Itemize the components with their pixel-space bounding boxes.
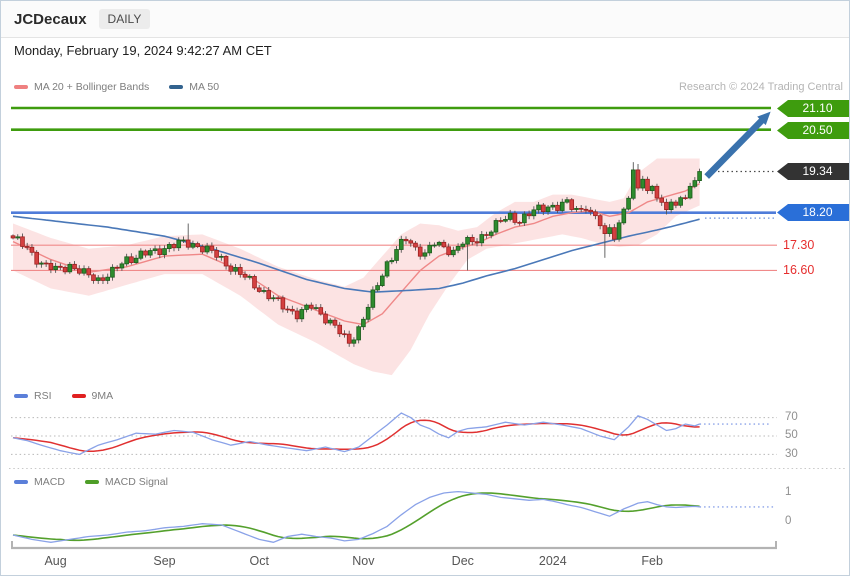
macd-swatch-icon [14, 480, 28, 484]
legend-item-macd: MACD [14, 476, 65, 488]
legend-label-macd: MACD [34, 476, 65, 488]
bullish-arrow-head [757, 111, 771, 126]
header-bar: JCDecaux DAILY [1, 1, 849, 38]
bollinger-band-area [13, 158, 700, 376]
resistance-label-20-50: 20.50 [777, 122, 849, 139]
legend-item-9ma: 9MA [71, 390, 114, 402]
timeframe-badge: DAILY [98, 9, 151, 29]
x-axis: Aug Sep Oct Nov Dec 2024 Feb [11, 541, 777, 568]
bullish-arrow [704, 117, 766, 179]
price-chart-legend: MA 20 + Bollinger Bands MA 50 [14, 81, 219, 93]
x-axis-month-label: Nov [352, 554, 375, 568]
legend-label-9ma: 9MA [91, 390, 114, 402]
x-axis-month-label: Feb [641, 554, 663, 568]
rsi-panel [9, 412, 846, 469]
candlesticks [10, 162, 702, 347]
x-axis-month-label: Aug [44, 554, 66, 568]
resistance-label-21-10: 21.10 [777, 100, 849, 117]
legend-item-macd-signal: MACD Signal [84, 476, 168, 488]
ma50-swatch-icon [169, 85, 184, 89]
macd-signal-swatch-icon [84, 480, 99, 484]
rsi-line [12, 412, 700, 456]
legend-label-rsi: RSI [34, 390, 52, 402]
macd-level-0: 0 [785, 515, 792, 527]
macd-panel [12, 490, 775, 543]
legend-item-rsi: RSI [14, 390, 52, 402]
legend-label-ma20-bollinger: MA 20 + Bollinger Bands [34, 81, 150, 93]
legend-label-macd-signal: MACD Signal [104, 476, 168, 488]
ma20-line [12, 183, 700, 326]
x-axis-month-label: 2024 [539, 554, 567, 568]
support-label-17-30: 17.30 [783, 238, 815, 252]
support-label-16-60: 16.60 [783, 263, 815, 277]
legend-item-ma20-bollinger: MA 20 + Bollinger Bands [14, 81, 149, 93]
rsi-level-50: 50 [785, 429, 798, 441]
macd-level-1: 1 [785, 486, 792, 498]
instrument-name: JCDecaux [14, 10, 87, 28]
last-price-label: 19.34 [777, 163, 849, 180]
rsi-9ma-line [12, 419, 700, 453]
x-axis-month-label: Dec [452, 554, 474, 568]
x-axis-month-label: Sep [153, 554, 175, 568]
legend-item-ma50: MA 50 [169, 81, 219, 93]
research-credit: Research © 2024 Trading Central [678, 81, 843, 93]
macd-signal-line [12, 492, 700, 542]
rsi-level-70: 70 [785, 411, 798, 423]
pivot-label-18-20: 18.20 [777, 204, 849, 221]
ma20-bollinger-swatch-icon [14, 85, 28, 89]
macd-legend: MACD MACD Signal [14, 476, 168, 488]
x-axis-month-label: Oct [249, 554, 269, 568]
rsi-level-30: 30 [785, 448, 798, 460]
ma50-line [12, 215, 700, 293]
rsi-9ma-swatch-icon [71, 394, 86, 398]
legend-label-ma50: MA 50 [189, 81, 220, 93]
rsi-swatch-icon [14, 394, 28, 398]
date-line: Monday, February 19, 2024 9:42:27 AM CET [14, 43, 272, 58]
price-panel [10, 106, 777, 376]
macd-line [12, 490, 700, 543]
rsi-legend: RSI 9MA [14, 390, 113, 402]
